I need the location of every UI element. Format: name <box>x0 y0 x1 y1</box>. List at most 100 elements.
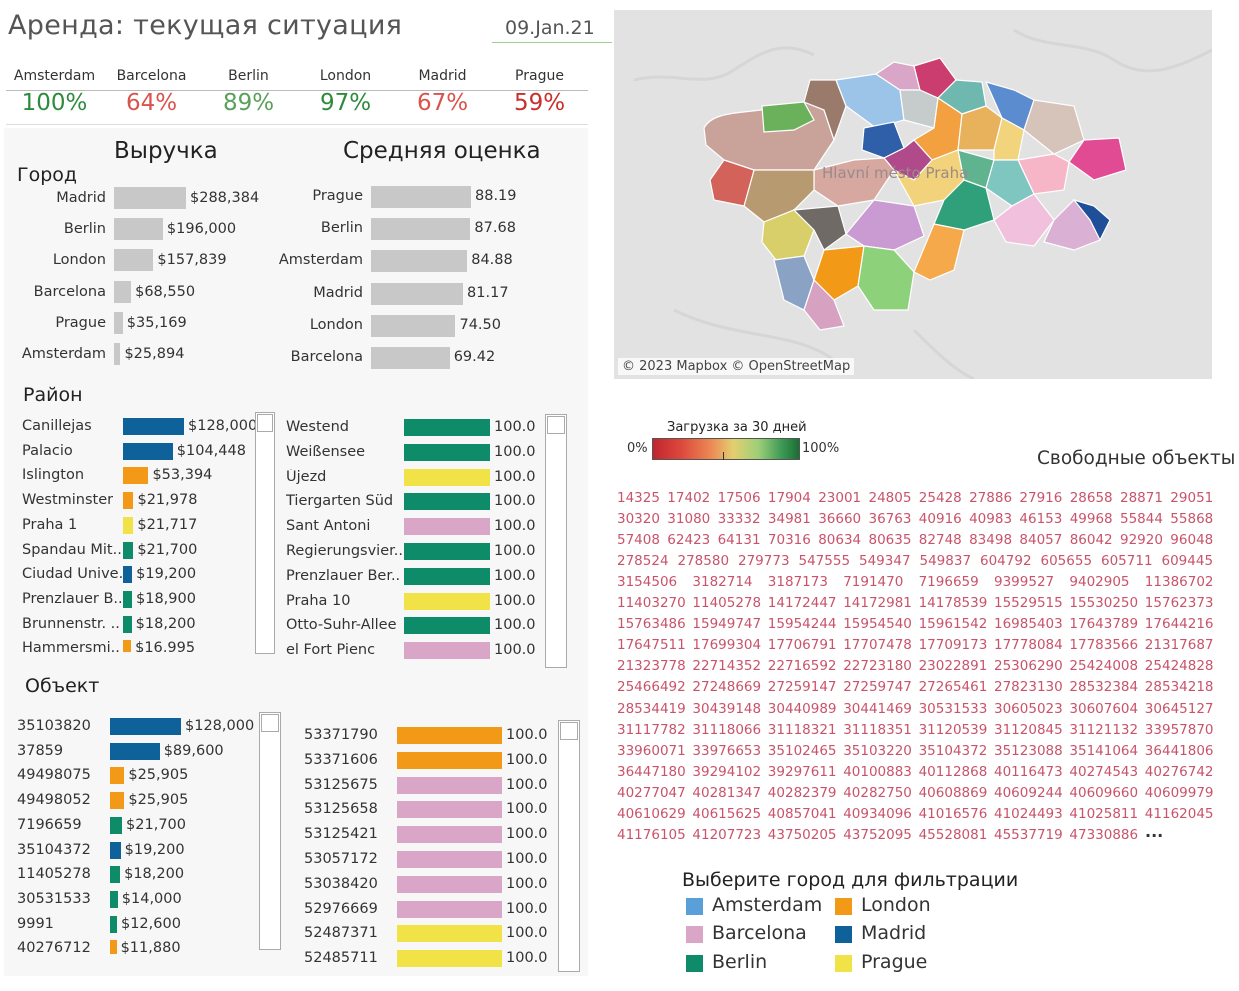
free-object-id[interactable]: 25424008 <box>1069 658 1139 675</box>
bar[interactable] <box>397 727 502 744</box>
free-object-id[interactable]: 11405278 <box>692 595 762 612</box>
bar[interactable] <box>397 751 502 769</box>
free-object-id[interactable]: 15529515 <box>994 595 1063 612</box>
bar[interactable] <box>110 767 125 785</box>
free-object-id[interactable]: 16985403 <box>994 616 1063 633</box>
free-object-id[interactable]: 11386702 <box>1144 574 1214 591</box>
free-object-id[interactable]: 39294102 <box>692 763 762 780</box>
free-object-id[interactable]: 604792 <box>980 553 1032 570</box>
bar[interactable] <box>397 851 502 868</box>
free-object-id[interactable]: 28534419 <box>617 700 686 717</box>
bar[interactable] <box>110 915 117 933</box>
free-object-id[interactable]: 14325 <box>617 490 660 506</box>
free-object-id[interactable]: 45528081 <box>918 826 988 843</box>
filter-swatch-london[interactable] <box>835 898 852 915</box>
free-object-id[interactable]: 25424828 <box>1144 658 1214 675</box>
free-object-id[interactable]: 605655 <box>1040 553 1093 570</box>
free-object-id[interactable]: 14178539 <box>918 595 988 612</box>
free-object-id[interactable]: 35141064 <box>1069 742 1139 759</box>
object-rating-scrollbar[interactable] <box>558 720 580 972</box>
free-object-id[interactable]: 17506 <box>717 490 761 506</box>
free-object-id[interactable]: 17778084 <box>994 637 1063 654</box>
free-object-id[interactable]: 22714352 <box>692 658 762 675</box>
free-object-id[interactable]: 84057 <box>1019 532 1063 549</box>
bar[interactable] <box>110 940 117 954</box>
free-object-id[interactable]: 15530250 <box>1069 595 1139 612</box>
bar[interactable] <box>123 418 184 435</box>
bar[interactable] <box>123 590 132 608</box>
free-object-id[interactable]: 80635 <box>868 532 912 549</box>
free-object-id[interactable]: 21317687 <box>1144 637 1214 654</box>
free-object-id[interactable]: 3182714 <box>692 574 753 591</box>
free-object-id[interactable]: 23022891 <box>918 658 988 675</box>
bar[interactable] <box>110 718 181 735</box>
free-object-id[interactable]: 30320 <box>617 511 660 528</box>
bar[interactable] <box>110 816 123 834</box>
bar[interactable] <box>123 541 134 559</box>
free-object-id[interactable]: 41176105 <box>617 826 686 843</box>
free-object-id[interactable]: 3187173 <box>767 574 828 591</box>
bar[interactable] <box>371 314 456 337</box>
free-object-id[interactable]: 41207723 <box>692 826 762 843</box>
free-object-id[interactable]: 278524 <box>617 553 669 570</box>
free-object-id[interactable]: 9402905 <box>1069 574 1130 591</box>
free-object-id[interactable]: 31118351 <box>843 721 912 738</box>
prague-map[interactable]: Hlavní město Praha © 2023 Mapbox © OpenS… <box>614 10 1212 379</box>
bar[interactable] <box>404 493 490 511</box>
bar[interactable] <box>110 866 121 884</box>
free-object-id[interactable]: 40609244 <box>994 784 1063 801</box>
free-object-id[interactable]: 30645127 <box>1144 700 1214 717</box>
free-object-id[interactable]: 30531533 <box>918 700 988 717</box>
free-object-id[interactable]: 40934096 <box>843 805 912 822</box>
bar[interactable] <box>110 890 118 908</box>
free-object-id[interactable]: 47330886 <box>1069 826 1139 843</box>
bar[interactable] <box>404 419 490 436</box>
free-object-id[interactable]: 14172981 <box>843 595 912 612</box>
bar[interactable] <box>123 516 134 534</box>
kpi-barcelona[interactable]: Barcelona 64% <box>103 66 200 116</box>
free-object-id[interactable]: 35103220 <box>843 742 912 759</box>
free-object-id[interactable]: 30439148 <box>692 700 762 717</box>
free-object-id[interactable]: 17644216 <box>1144 616 1214 633</box>
free-object-id[interactable]: 41162045 <box>1144 805 1214 822</box>
bar[interactable] <box>404 518 490 536</box>
free-object-id[interactable]: 40615625 <box>692 805 762 822</box>
bar[interactable] <box>110 792 125 810</box>
free-object-id[interactable]: 31118066 <box>692 721 762 738</box>
free-object-id[interactable]: 28658 <box>1069 490 1113 506</box>
free-object-id[interactable]: 57408 <box>617 532 660 549</box>
bar[interactable] <box>123 640 132 652</box>
free-object-id[interactable]: 15949747 <box>692 616 762 633</box>
bar[interactable] <box>110 742 160 760</box>
free-object-id[interactable]: 25306290 <box>994 658 1063 675</box>
district-rating-scrollbar[interactable] <box>545 414 567 668</box>
free-object-id[interactable]: 17783566 <box>1069 637 1139 654</box>
scroll-thumb[interactable] <box>257 414 273 432</box>
bar[interactable] <box>397 900 502 918</box>
bar[interactable] <box>114 311 123 334</box>
bar[interactable] <box>114 280 132 303</box>
free-object-id[interactable]: 25428 <box>918 490 962 506</box>
free-object-id[interactable]: 31120539 <box>918 721 988 738</box>
filter-item-barcelona[interactable]: Barcelona <box>712 922 807 944</box>
free-object-id[interactable]: 28532384 <box>1069 679 1139 696</box>
free-object-id[interactable]: 55868 <box>1170 511 1214 528</box>
free-object-id[interactable]: 15954244 <box>767 616 837 633</box>
filter-item-prague[interactable]: Prague <box>861 951 928 973</box>
free-object-id[interactable]: 46153 <box>1019 511 1063 528</box>
bar[interactable] <box>397 826 502 844</box>
filter-swatch-barcelona[interactable] <box>686 926 703 943</box>
filter-item-madrid[interactable]: Madrid <box>861 922 927 944</box>
kpi-madrid[interactable]: Madrid 67% <box>394 66 491 116</box>
free-object-id[interactable]: 278580 <box>677 553 730 570</box>
bar[interactable] <box>397 875 502 893</box>
free-object-id[interactable]: 547555 <box>798 553 851 570</box>
free-object-id[interactable]: 28871 <box>1120 490 1163 506</box>
free-object-id[interactable]: 35123088 <box>994 742 1063 759</box>
free-object-id[interactable]: 15954540 <box>843 616 912 633</box>
free-object-id[interactable]: 34981 <box>767 511 811 528</box>
free-object-id[interactable]: 22723180 <box>843 658 912 675</box>
free-object-id[interactable]: 9399527 <box>994 574 1055 591</box>
free-object-id[interactable]: 40282750 <box>843 784 912 801</box>
free-object-id[interactable]: 605711 <box>1101 553 1153 570</box>
